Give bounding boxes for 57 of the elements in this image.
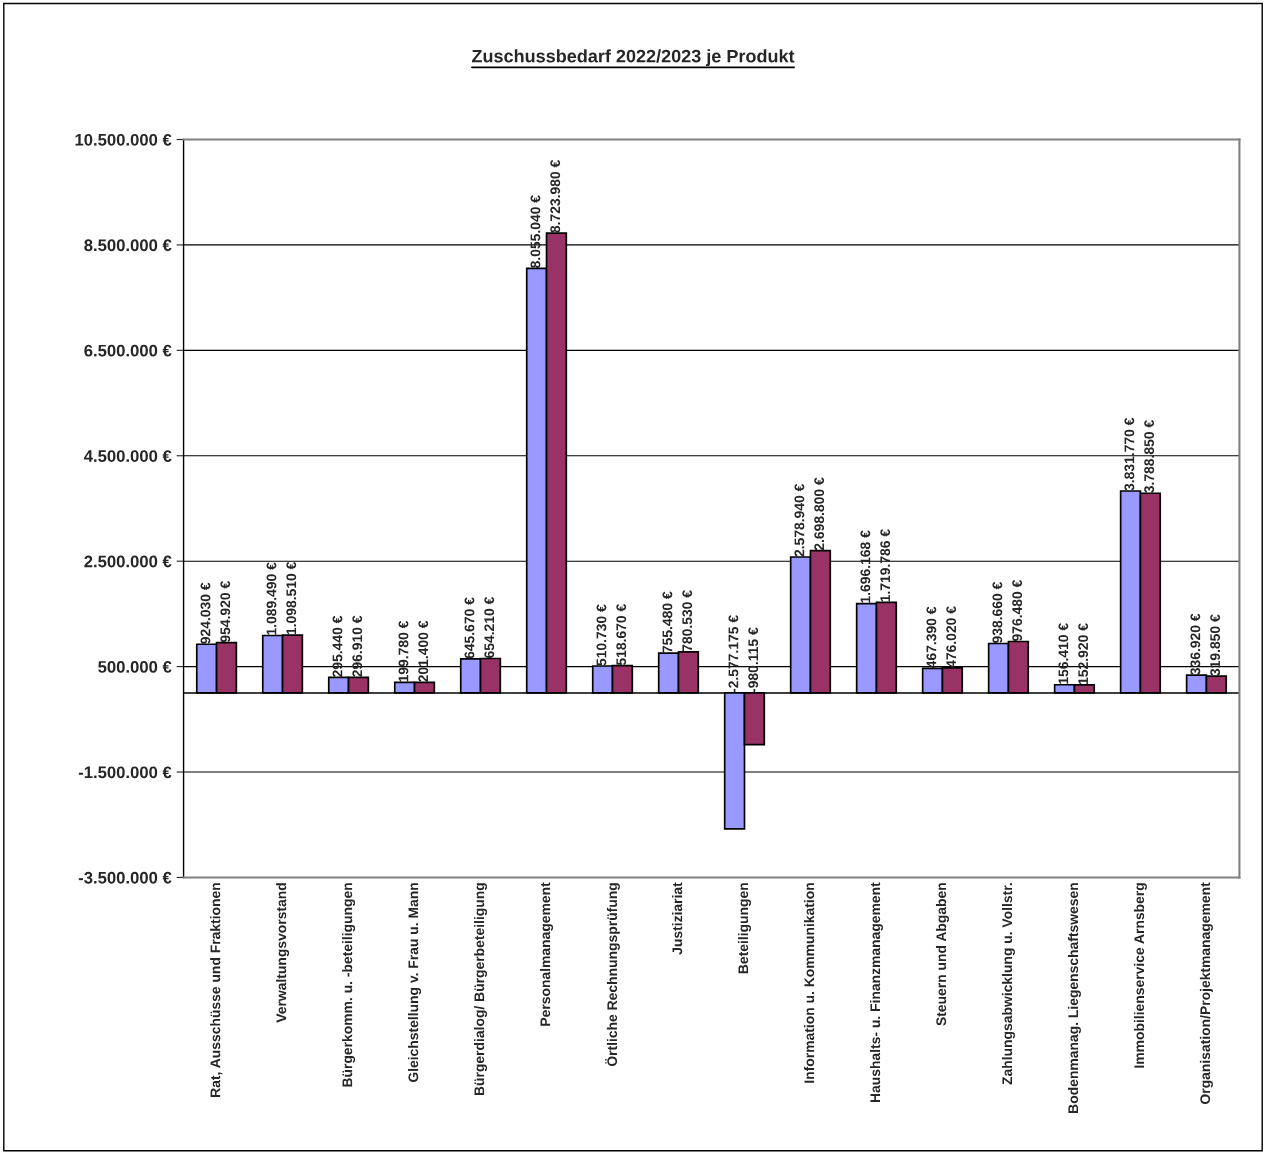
y-tick-label: 500.000 € — [98, 661, 172, 673]
x-tick-label: Justiziariat — [672, 882, 683, 955]
data-label: 156.410 € — [1058, 623, 1069, 684]
data-label: 467.390 € — [926, 606, 937, 669]
y-tick-label: -3.500.000 € — [78, 871, 172, 884]
x-tick-label: Organisation/Projektmanagement — [1199, 882, 1213, 1104]
y-tick-label: 8.500.000 € — [84, 239, 172, 252]
x-tick-label: Information u. Kommunikation — [804, 883, 815, 1083]
data-label: 296.910 € — [352, 615, 363, 677]
data-label: 1.098.510 € — [286, 561, 297, 635]
data-label: 2.578.940 € — [794, 483, 805, 557]
data-label: 1.719.786 € — [880, 529, 891, 602]
chart-title: Zuschussbedarf 2022/2023 je Produkt — [471, 49, 795, 67]
data-label: 780.530 € — [682, 590, 693, 652]
data-label: 152.920 € — [1078, 623, 1089, 685]
data-label: 1.089.490 € — [266, 562, 277, 635]
x-tick-label: Rat, Ausschüsse und Fraktionen — [210, 883, 223, 1097]
y-tick-label: 4.500.000 € — [83, 450, 172, 462]
data-label: 2.698.800 € — [814, 477, 825, 551]
data-label: 954.920 € — [220, 581, 231, 643]
x-tick-label: Verwaltungsvorstand — [276, 883, 290, 1023]
data-label: 510.730 € — [596, 604, 607, 666]
data-label: 1.696.168 € — [860, 530, 871, 603]
data-label: 8.055.040 € — [530, 195, 541, 268]
data-label: 3.788.850 € — [1144, 420, 1155, 493]
data-label: 319.850 € — [1210, 614, 1221, 676]
x-tick-label: Bürgerdialog/ Bürgerbeteiligung — [474, 883, 488, 1096]
data-label: 8.723.980 € — [550, 160, 561, 233]
data-label: 755.480 € — [662, 591, 673, 653]
data-label: 518.670 € — [616, 604, 627, 666]
data-label: 654.210 € — [484, 596, 495, 658]
x-tick-label: Steuern und Abgaben — [935, 883, 949, 1026]
y-tick-label: 2.500.000 € — [84, 555, 172, 568]
y-tick-label: 10.500.000 € — [75, 133, 172, 146]
x-tick-label: Haushalts- u. Finanzmanagement — [869, 882, 883, 1103]
data-label: 199.780 € — [398, 620, 409, 682]
y-tick-label: -1.500.000 € — [78, 766, 172, 779]
data-label: -2.577.175 € — [728, 615, 739, 693]
x-tick-label: Personalmanagement — [540, 882, 554, 1026]
data-label: 336.920 € — [1190, 613, 1201, 675]
data-label: -980.115 € — [748, 627, 759, 693]
x-tick-label: Immobilienservice Arnsberg — [1133, 883, 1147, 1068]
x-tick-label: Örtliche Rechnungsprüfung — [605, 883, 620, 1067]
data-label: 976.480 € — [1012, 579, 1023, 641]
data-label: 3.831.770 € — [1124, 417, 1135, 491]
data-label: 295.440 € — [332, 615, 343, 677]
data-label: 938.660 € — [992, 581, 1003, 643]
y-tick-label: 6.500.000 € — [84, 344, 172, 357]
x-tick-label: Zahlungsabwicklung u. Vollstr. — [1001, 883, 1015, 1085]
x-tick-label: Gleichstellung v. Frau u. Mann — [408, 883, 422, 1083]
x-tick-label: Bürgerkomm. u. -beteiligungen — [342, 883, 356, 1087]
x-tick-label: Beteiligungen — [737, 883, 751, 974]
data-label: 201.400 € — [418, 620, 429, 682]
x-tick-label: Bodenmanag. Liegenschaftswesen — [1067, 883, 1081, 1113]
data-label: 645.670 € — [464, 597, 475, 659]
data-label: 476.020 € — [946, 606, 957, 668]
data-label: 924.030 € — [200, 582, 211, 644]
